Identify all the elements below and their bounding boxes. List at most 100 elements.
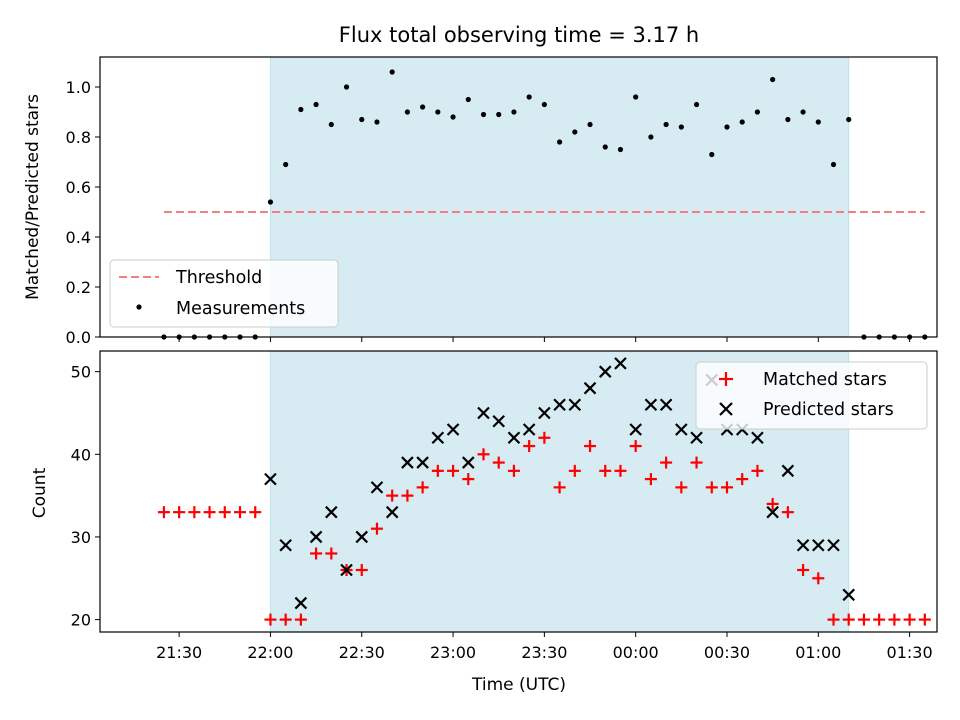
measurement-point <box>617 146 624 153</box>
measurement-point <box>435 109 441 115</box>
measurement-point <box>480 111 487 118</box>
predicted-star-marker <box>538 406 551 420</box>
measurement-point <box>739 119 745 125</box>
x-tick-label: 00:30 <box>704 643 750 662</box>
predicted-star-marker-b <box>431 431 445 445</box>
x-tick-label: 22:00 <box>247 643 293 662</box>
predicted-star-marker-b <box>309 530 323 544</box>
measurement-point <box>496 111 502 118</box>
y-tick-label: 0.8 <box>66 128 91 147</box>
legend-measurements-swatch <box>136 304 142 310</box>
measurement-point <box>511 109 517 115</box>
predicted-star-marker-b <box>538 406 551 420</box>
bottom-y-axis-label: Count <box>30 467 50 518</box>
predicted-star-marker-b <box>340 563 353 577</box>
predicted-star-marker-b <box>781 464 795 478</box>
predicted-star-marker-b <box>355 530 369 544</box>
predicted-star-marker-b <box>507 431 521 445</box>
y-tick-label: 1.0 <box>66 78 91 97</box>
predicted-star-marker <box>827 538 840 552</box>
predicted-star-marker-b <box>796 538 810 552</box>
predicted-star-marker <box>325 505 338 519</box>
predicted-star-marker-b <box>812 538 825 552</box>
matched-star-marker <box>386 489 399 502</box>
legend-matched-swatch <box>719 372 733 386</box>
predicted-star-marker-b <box>462 456 475 469</box>
predicted-star-marker <box>583 381 597 395</box>
matched-star-marker <box>644 473 657 486</box>
matched-star-marker <box>705 481 718 494</box>
predicted-star-marker <box>629 423 642 436</box>
measurement-point <box>343 84 350 90</box>
matched-star-marker <box>173 506 186 519</box>
measurement-point <box>556 139 563 145</box>
matched-star-marker <box>401 489 414 502</box>
bottom-y-axis-ticks: 20 30 40 50 <box>71 363 100 630</box>
count-panel: 20 30 40 50 21:30 22:00 22:30 23:00 23:30 00:00 0… <box>30 350 938 662</box>
predicted-star-marker <box>309 530 323 544</box>
predicted-star-marker <box>614 357 627 370</box>
matched-star-marker <box>477 448 490 461</box>
predicted-star-marker <box>842 588 856 602</box>
matched-star-marker <box>599 464 612 477</box>
predicted-star-marker-b <box>690 431 703 445</box>
matched-star-marker <box>629 440 642 453</box>
matched-star-marker <box>249 506 262 519</box>
legend-predicted-label: Predicted stars <box>763 400 894 420</box>
y-tick-label: 0.0 <box>66 328 91 347</box>
x-tick-label: 23:00 <box>430 643 476 662</box>
predicted-star-marker-b <box>477 406 490 420</box>
observing-window-span <box>269 56 850 338</box>
matched-star-marker <box>355 564 368 577</box>
matched-star-marker <box>873 613 886 626</box>
predicted-star-marker-b <box>629 423 642 436</box>
measurement-point <box>693 101 700 108</box>
predicted-star-marker-b <box>401 456 414 469</box>
measurement-point <box>465 96 471 103</box>
bottom-axes-frame <box>99 350 938 633</box>
matched-star-marker <box>310 547 323 560</box>
x-tick-label: 01:00 <box>795 643 841 662</box>
bottom-legend: Matched stars Predicted stars <box>695 361 928 430</box>
measurement-point <box>313 101 319 108</box>
measurement-point <box>450 114 456 120</box>
top-x-axis-ticks <box>178 337 911 342</box>
legend-measurements-label: Measurements <box>176 299 305 319</box>
y-tick-label: 30 <box>71 528 91 547</box>
predicted-star-marker-b <box>659 398 673 411</box>
matched-star-marker <box>234 506 247 519</box>
predicted-star-marker-b <box>416 456 429 469</box>
matched-star-marker <box>294 613 307 626</box>
y-tick-label: 0.6 <box>66 178 91 197</box>
predicted-star-marker-b <box>583 381 597 395</box>
matched-star-marker <box>918 613 931 626</box>
predicted-star-marker-b <box>675 423 688 436</box>
predicted-star-marker-b <box>644 398 658 411</box>
matched-star-marker <box>797 564 810 577</box>
predicted-star-marker-b <box>568 398 582 411</box>
legend-predicted-swatch <box>719 402 733 416</box>
measurement-point <box>420 104 426 110</box>
matched-star-marker <box>584 440 597 453</box>
x-axis-label: Time (UTC) <box>471 675 566 695</box>
predicted-star-marker-b <box>279 538 292 552</box>
measurement-point <box>648 134 654 140</box>
x-tick-label: 22:30 <box>339 643 385 662</box>
predicted-star-marker-b <box>522 423 536 436</box>
matched-star-marker <box>462 473 475 486</box>
predicted-star-marker <box>492 414 505 428</box>
measurement-point <box>724 124 730 130</box>
predicted-star-marker <box>416 456 429 469</box>
predicted-star-marker-b <box>446 423 460 436</box>
y-tick-label: 0.2 <box>66 278 91 297</box>
matched-star-marker <box>568 464 581 477</box>
matched-star-marker <box>507 464 520 477</box>
bottom-legend-box <box>695 361 928 430</box>
matched-star-marker <box>720 481 733 494</box>
predicted-star-marker <box>553 398 566 411</box>
matched-star-marker <box>751 464 764 477</box>
legend-threshold-label: Threshold <box>175 268 262 288</box>
predicted-star-marker <box>522 423 536 436</box>
predicted-star-marker <box>370 481 384 494</box>
